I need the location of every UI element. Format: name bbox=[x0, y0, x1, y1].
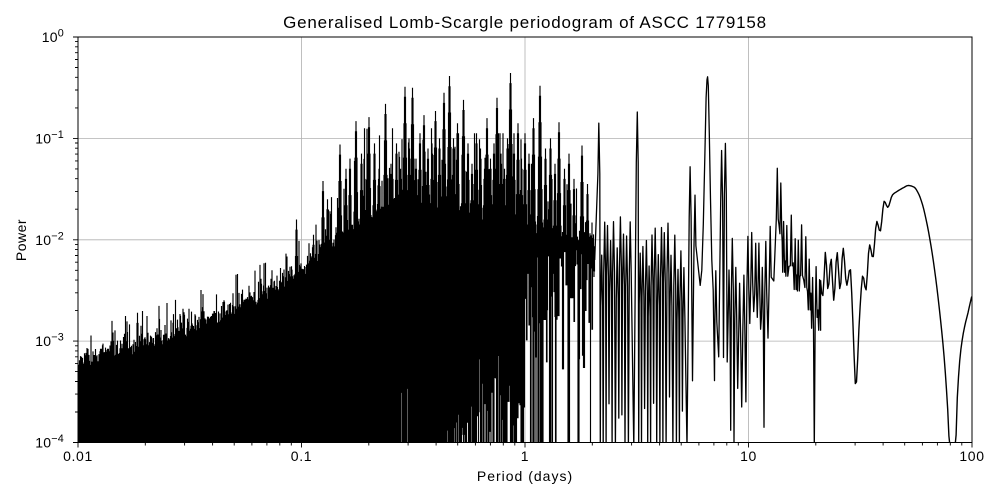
svg-text:10−2: 10−2 bbox=[35, 230, 64, 248]
svg-text:10−4: 10−4 bbox=[35, 433, 64, 451]
svg-text:10−3: 10−3 bbox=[35, 332, 64, 350]
svg-text:Generalised Lomb-Scargle perio: Generalised Lomb-Scargle periodogram of … bbox=[283, 13, 767, 32]
svg-text:Power: Power bbox=[13, 219, 29, 261]
svg-text:0.01: 0.01 bbox=[63, 448, 93, 464]
svg-text:10: 10 bbox=[740, 448, 757, 464]
svg-text:0.1: 0.1 bbox=[291, 448, 312, 464]
svg-text:100: 100 bbox=[959, 448, 984, 464]
svg-text:100: 100 bbox=[42, 28, 64, 46]
svg-text:Period (days): Period (days) bbox=[477, 468, 573, 484]
svg-text:10−1: 10−1 bbox=[35, 129, 64, 147]
svg-text:1: 1 bbox=[521, 448, 529, 464]
